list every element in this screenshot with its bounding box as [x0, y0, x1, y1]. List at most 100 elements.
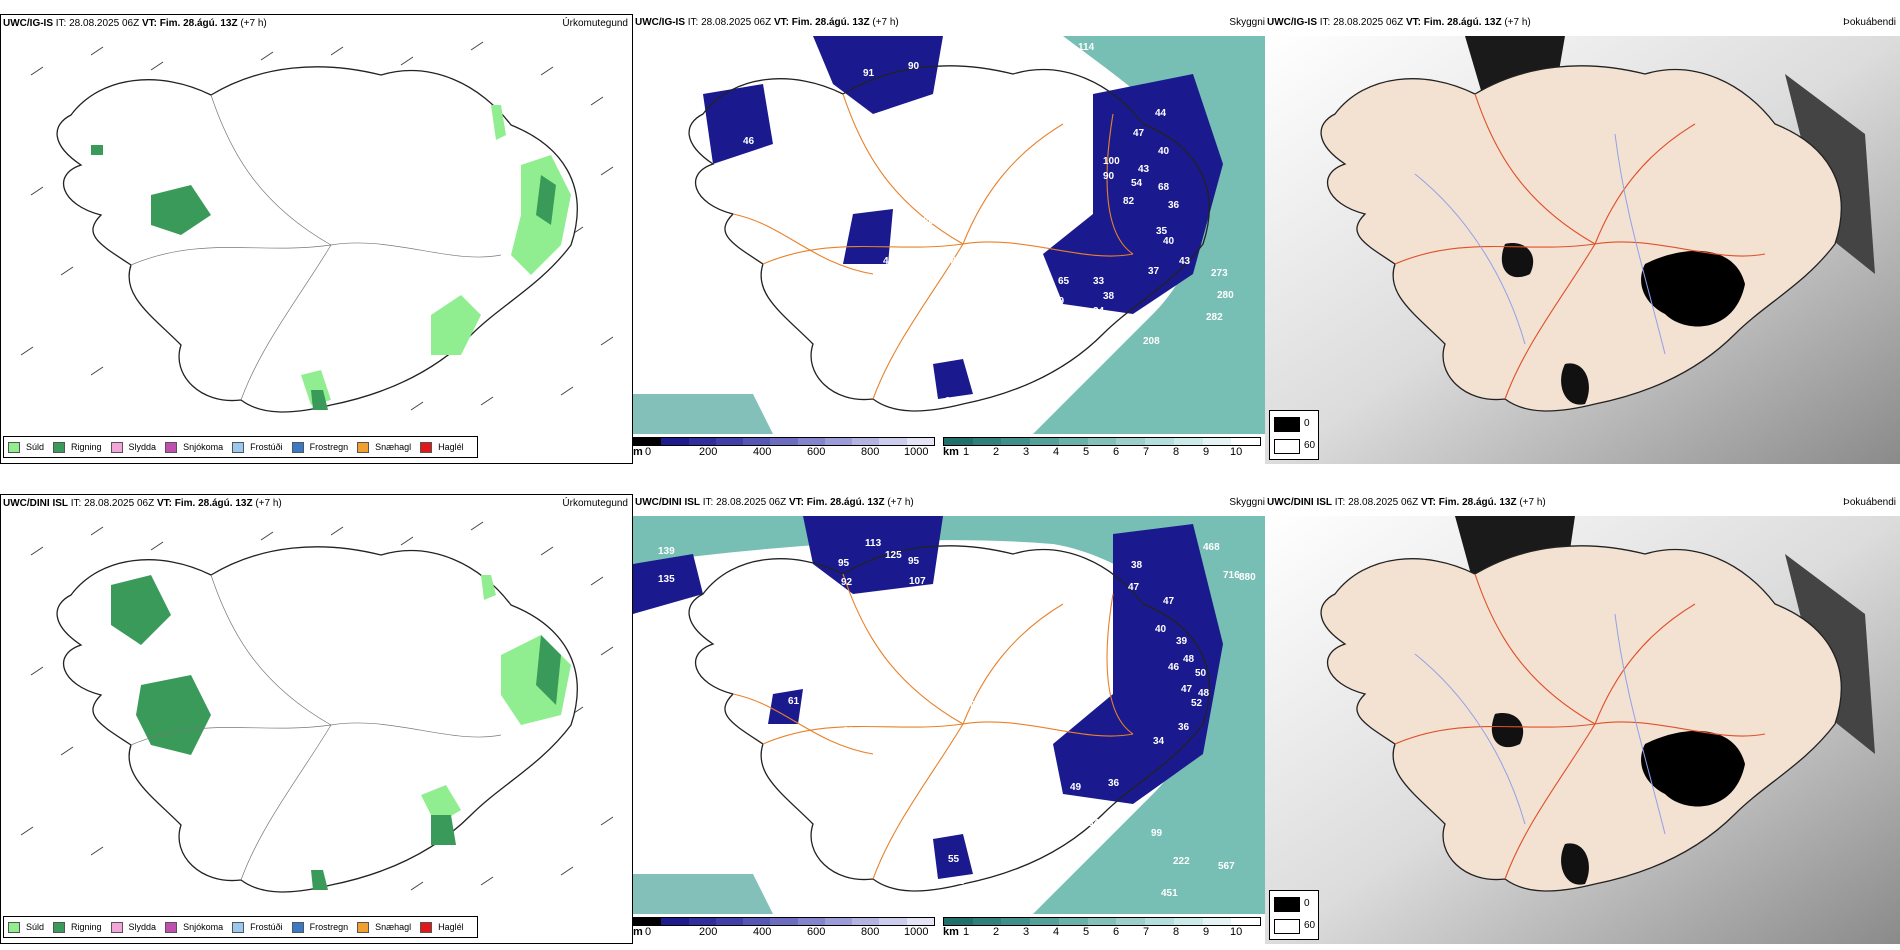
- legend-item: Rigning: [53, 441, 102, 453]
- colorbar-tick: 400: [753, 446, 772, 458]
- sea-visibility: [633, 516, 1265, 914]
- cloud-base-value: 54: [1131, 178, 1143, 189]
- cloud-base-colorbar: m 0 200 400 600 800 1000: [633, 917, 943, 941]
- cloud-base-value: 124: [645, 612, 662, 623]
- colorbar-segment: [879, 438, 907, 445]
- initial-time: IT: 28.08.2025 06Z: [55, 18, 140, 29]
- legend-swatch-low: [1274, 417, 1300, 432]
- cloud-base-value: 113: [865, 538, 882, 549]
- legend-swatch-high: [1274, 439, 1300, 454]
- cloud-base-value: 31: [945, 396, 957, 407]
- legend-swatch: [357, 441, 370, 453]
- colorbar-segment: [743, 918, 771, 925]
- visibility-map: 91 90 79 46 44 56 61 48 57 58 20 65 69 84 33 38 34 30 208 4…: [633, 36, 1265, 436]
- sea-visibility: [633, 874, 773, 914]
- low-cloud: [768, 689, 803, 724]
- precip-legend: Súld Rigning Slydda Snjókoma Frostúði Fr…: [3, 436, 478, 458]
- legend-swatch: [291, 921, 304, 933]
- header: UWC/DINI ISL IT: 28.08.2025 06Z VT: Fim.…: [635, 497, 914, 508]
- colorbar-segment: [1202, 918, 1232, 925]
- legend-item: Frostúði: [232, 921, 283, 933]
- colorbar-segment: [770, 918, 798, 925]
- cloud-legend: 0 60: [1269, 890, 1319, 940]
- cloud-base-value: 135: [658, 574, 675, 585]
- colorbar-segment: [906, 918, 934, 925]
- fog-area: [1641, 250, 1745, 327]
- lead-time: (+7 h): [1504, 17, 1531, 28]
- colorbar-tick: 600: [807, 446, 826, 458]
- cloud-base-value: 130: [959, 700, 976, 711]
- colorbar-segment: [944, 918, 973, 925]
- low-cloud: [703, 84, 773, 164]
- cloud-base-value: 107: [909, 576, 926, 587]
- cloud-base-value: 222: [1173, 856, 1190, 867]
- legend-swatch: [110, 921, 123, 933]
- cloud-base-value: 47: [1128, 582, 1140, 593]
- cloud-base-value: 33: [1093, 276, 1105, 287]
- cloud-base-value: 12: [923, 872, 935, 883]
- colorbar-unit: m: [633, 926, 643, 938]
- cloud-base-value: 139: [658, 546, 675, 557]
- colorbar-segment: [852, 918, 880, 925]
- lead-time: (+7 h): [887, 497, 914, 508]
- cloud-base-value: 46: [743, 136, 755, 147]
- valid-time: Fim. 28.ágú. 13Z: [1438, 497, 1517, 508]
- cloud-base-value: 38: [1131, 560, 1143, 571]
- colorbar-segment: [944, 438, 973, 445]
- precip-rain: [111, 575, 561, 890]
- colorbar-tick: 10: [1230, 926, 1243, 938]
- cloud-base-value: 61: [753, 171, 765, 182]
- low-cloud: [933, 834, 973, 879]
- precip-map: [20, 521, 614, 893]
- cloud-base-value: 79: [833, 102, 845, 113]
- roads: [1394, 573, 1766, 880]
- legend-swatch: [165, 921, 178, 933]
- initial-time: IT: 28.08.2025 06Z: [702, 497, 787, 508]
- colorbar-tick: 5: [1083, 926, 1090, 938]
- colorbar-segment: [1001, 438, 1031, 445]
- roads: [732, 93, 1134, 400]
- initial-time: IT: 28.08.2025 06Z: [687, 17, 772, 28]
- model-name: UWC/DINI ISL: [3, 498, 68, 509]
- lead-time: (+7 h): [255, 498, 282, 509]
- colorbar-segment: [1145, 438, 1174, 445]
- colorbar-segment: [688, 918, 716, 925]
- row2-visibility-panel: 139 135 124 113 125 95 92 90 95 107 61 81 130 104 121 4…: [633, 494, 1265, 944]
- model-name: UWC/IG-IS: [3, 18, 53, 29]
- colorbar-segment: [879, 918, 907, 925]
- lead-time: (+7 h): [872, 17, 899, 28]
- cloud-base-value: 37: [1148, 266, 1160, 277]
- lead-time: (+7 h): [240, 18, 267, 29]
- cloud-base-value: 65: [1058, 276, 1070, 287]
- legend-swatch-high: [1274, 919, 1300, 934]
- valid-time: Fim. 28.ágú. 13Z: [806, 497, 885, 508]
- colorbar-segment: [1001, 918, 1031, 925]
- iceland-outline: [688, 545, 1210, 892]
- colorbar-tick: 1000: [904, 926, 929, 938]
- cloud-base-value: 100: [1103, 156, 1120, 167]
- panel-title: Þokuábendi: [1843, 497, 1896, 508]
- legend-item: Rigning: [53, 921, 102, 933]
- cloud-base-value: 30: [1058, 346, 1070, 357]
- cloud-base-value: 36: [1178, 722, 1190, 733]
- colorbar-segment: [661, 438, 689, 445]
- cloud-base-value: 90: [825, 592, 837, 603]
- valid-time-label: VT:: [1405, 17, 1421, 28]
- colorbar-segment: [1087, 438, 1117, 445]
- colorbar-tick: 0: [645, 446, 652, 458]
- model-name: UWC/IG-IS: [1267, 17, 1317, 28]
- legend-item: Súld: [8, 441, 44, 453]
- colorbar-segment: [852, 438, 880, 445]
- initial-time: IT: 28.08.2025 06Z: [70, 498, 155, 509]
- legend-swatch: [110, 441, 123, 453]
- colorbar-segment: [1173, 438, 1203, 445]
- cloud-base-value: 81: [843, 726, 855, 737]
- visibility-colorbar: km 1 2 3 4 5 6 7 8 9 10: [943, 437, 1263, 461]
- colorbar-segment: [1202, 438, 1232, 445]
- initial-time: IT: 28.08.2025 06Z: [1334, 497, 1419, 508]
- colorbar-tick: 8: [1173, 446, 1180, 458]
- colorbar-segment: [1030, 438, 1059, 445]
- cloud-base-value: 34: [1153, 736, 1165, 747]
- colorbar-tick: 3: [1023, 926, 1030, 938]
